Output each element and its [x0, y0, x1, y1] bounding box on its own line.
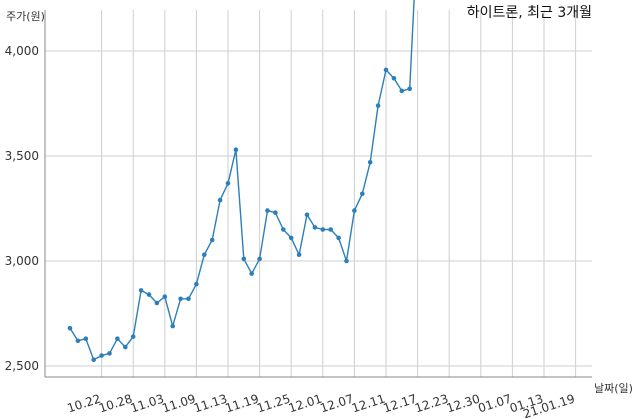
data-point	[383, 67, 389, 73]
data-point	[194, 281, 199, 287]
data-point	[241, 256, 247, 262]
grid	[45, 10, 592, 377]
data-point	[360, 191, 365, 197]
data-point	[328, 227, 334, 232]
data-point	[375, 103, 381, 108]
y-tick-label: 3,000	[5, 254, 39, 268]
series	[67, 0, 415, 363]
data-point	[217, 197, 223, 203]
data-point	[115, 336, 120, 342]
price-line	[69, 0, 415, 361]
data-point	[281, 227, 286, 232]
data-point	[296, 252, 302, 257]
data-point	[265, 208, 270, 213]
data-point	[399, 88, 405, 94]
data-point	[312, 225, 318, 230]
data-point	[202, 252, 207, 257]
data-point	[67, 325, 73, 331]
data-point	[123, 344, 128, 350]
data-point	[91, 357, 96, 363]
data-point	[391, 76, 397, 81]
data-point	[344, 258, 349, 264]
chart-title: 하이트론, 최근 3개월	[467, 5, 592, 21]
data-point	[83, 336, 89, 342]
data-point	[407, 86, 413, 92]
data-point	[162, 294, 168, 300]
data-point	[130, 334, 136, 339]
data-point	[186, 296, 191, 302]
data-point	[170, 323, 175, 329]
data-point	[107, 351, 112, 356]
data-point	[273, 210, 278, 215]
data-point	[178, 296, 183, 302]
data-point	[257, 256, 262, 262]
data-point	[304, 212, 310, 218]
data-point	[233, 147, 239, 152]
y-tick-label: 2,500	[5, 359, 39, 373]
data-point	[209, 237, 215, 243]
data-point	[336, 235, 341, 241]
data-point	[352, 208, 357, 213]
data-point	[367, 160, 373, 165]
data-point	[225, 181, 231, 186]
data-point	[146, 292, 152, 297]
data-point	[138, 288, 144, 293]
x-axis-label: 날짜(일)	[594, 381, 633, 395]
data-point	[99, 353, 104, 358]
data-point	[154, 300, 160, 306]
y-tick-label: 4,000	[5, 44, 39, 58]
data-point	[288, 235, 294, 241]
data-point	[320, 227, 326, 232]
data-point	[75, 338, 81, 344]
y-tick-label: 3,500	[5, 149, 39, 163]
data-point	[249, 271, 254, 276]
y-axis-label: 주가(원)	[6, 10, 45, 23]
